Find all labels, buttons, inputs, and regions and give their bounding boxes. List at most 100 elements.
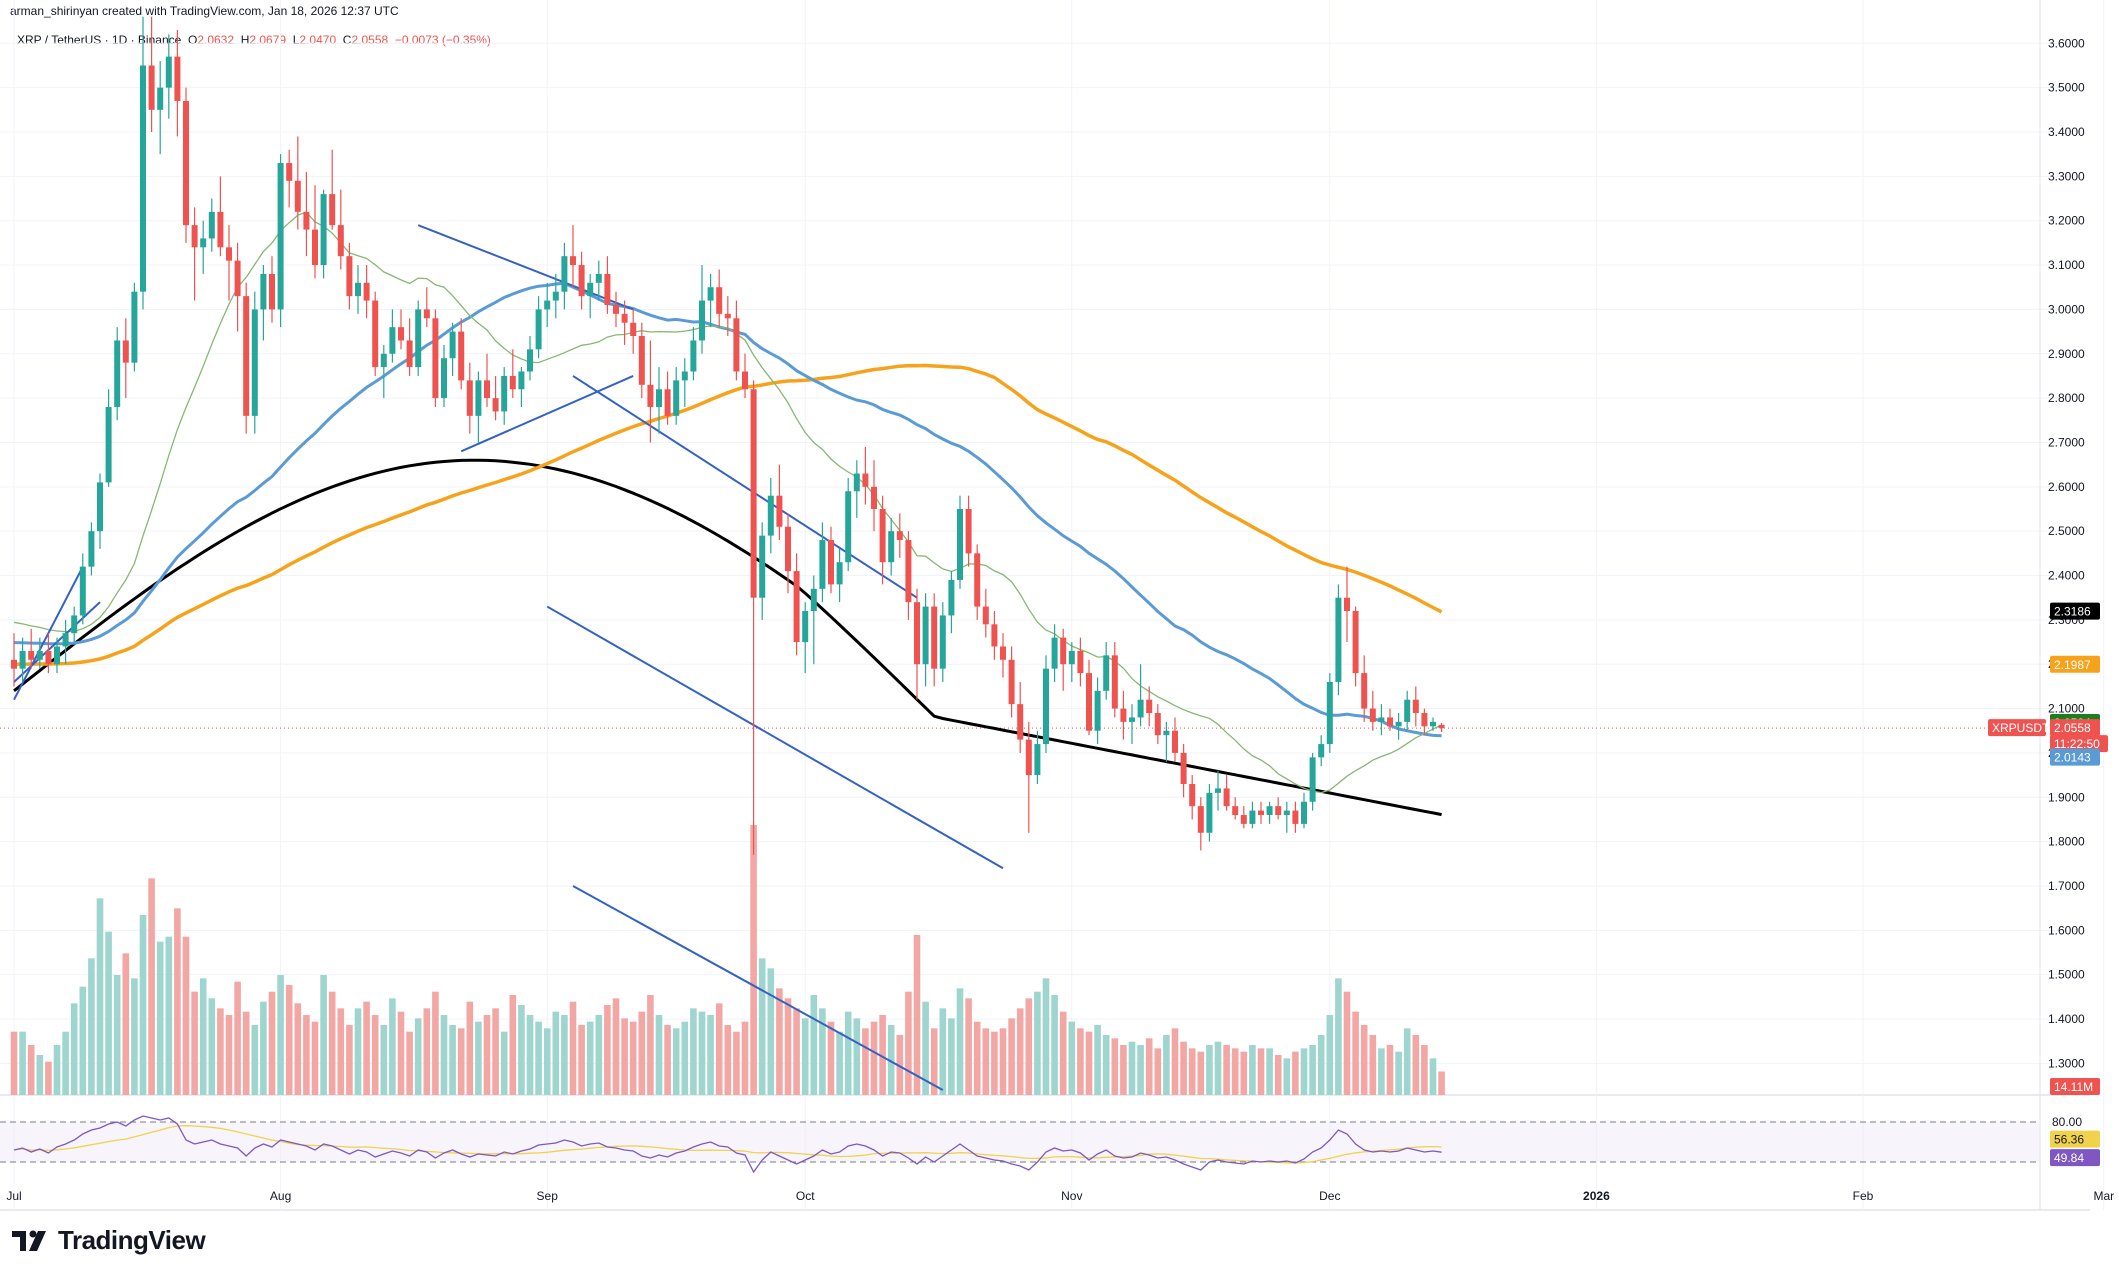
candle-body — [1361, 673, 1368, 709]
last-price-tag-bg — [2050, 719, 2100, 737]
volume-bar — [1223, 1045, 1230, 1095]
close-label: C — [342, 33, 352, 47]
candle — [664, 371, 671, 425]
candle-body — [656, 389, 662, 407]
candle-body — [862, 473, 869, 487]
candle-body — [1352, 611, 1359, 674]
candle-body — [269, 273, 275, 310]
candle-body — [991, 624, 998, 647]
candle — [948, 571, 955, 634]
y-tick-label: 3.4000 — [2048, 125, 2085, 139]
ma100-tag: 2.1987 — [2050, 655, 2100, 673]
candle — [1404, 690, 1411, 731]
open-label: O — [187, 33, 198, 47]
volume-bar — [199, 978, 207, 1095]
price-axis[interactable]: 3.6000 3.5000 3.4000 3.3000 3.2000 3.1000 3.00… — [2048, 36, 2085, 1169]
candle-body — [570, 256, 576, 266]
volume-bar — [1240, 1051, 1248, 1095]
candle — [845, 477, 852, 572]
volume-bar — [19, 1031, 26, 1095]
volume-bar — [1438, 1071, 1445, 1095]
candle-body — [982, 606, 989, 625]
tradingview-logo-icon — [12, 1230, 46, 1251]
volume-bar — [268, 991, 276, 1095]
volume-bar — [922, 1001, 929, 1095]
candle-body — [1111, 655, 1118, 709]
y-tick-label: 2.5000 — [2048, 524, 2085, 538]
volume-bar — [758, 958, 766, 1095]
volume-bar — [1421, 1045, 1428, 1095]
candle — [673, 367, 680, 425]
candle-body — [1103, 655, 1110, 691]
countdown-tag: 11:22:50 — [2050, 735, 2108, 753]
candle-body — [1180, 752, 1187, 784]
volume-bar — [819, 1008, 826, 1095]
volume-bar — [930, 1028, 938, 1095]
candle — [1111, 642, 1118, 718]
candle-body — [793, 571, 800, 643]
tradingview-brand[interactable]: TradingView — [12, 1225, 206, 1256]
candle-body — [518, 371, 525, 390]
candle-body — [888, 531, 895, 563]
volume-bar — [1206, 1045, 1213, 1095]
candle — [527, 336, 533, 381]
ma50-tag: 2.0143 — [2050, 748, 2100, 766]
volume-bar — [1008, 1018, 1015, 1095]
volume-bar — [1369, 1035, 1377, 1095]
volume-bar — [432, 991, 439, 1095]
candle-body — [234, 260, 241, 297]
candle — [165, 34, 172, 119]
volume-bar — [578, 1025, 585, 1095]
candle-body — [1000, 646, 1006, 660]
candle — [1232, 797, 1239, 820]
trend-channel-lines[interactable] — [13, 224, 1004, 1091]
volume-bar — [371, 1015, 379, 1095]
candle — [484, 353, 490, 407]
candle — [492, 375, 499, 421]
candle-body — [595, 273, 602, 283]
volume-bar — [139, 915, 147, 1095]
y-tick-label: 1.6000 — [2048, 923, 2085, 937]
volume-bar — [1283, 1058, 1291, 1095]
volume-bar — [836, 1031, 843, 1095]
candle-body — [1283, 810, 1290, 816]
volume-bar — [406, 1031, 413, 1095]
candle — [1309, 752, 1316, 811]
volume-bar — [242, 1011, 250, 1095]
volume-bar — [1309, 1045, 1316, 1095]
candlesticks[interactable] — [11, 16, 1445, 855]
candle-body — [406, 340, 413, 368]
volume-bar — [801, 1018, 809, 1095]
time-axis[interactable]: Jul Aug Sep Oct Nov Dec 2026 Feb Mar — [6, 1189, 2114, 1203]
candle-body — [957, 508, 963, 580]
candle-body — [1206, 792, 1213, 833]
volume-bar — [45, 1061, 52, 1095]
candle-body — [165, 56, 172, 88]
candle — [157, 61, 164, 155]
candle — [802, 602, 809, 674]
candle-body — [105, 406, 112, 483]
brand-name: TradingView — [58, 1225, 206, 1255]
candle-body — [1094, 690, 1101, 731]
candle — [277, 154, 284, 328]
ma200-tag-text: 2.3186 — [2054, 605, 2091, 619]
candle — [1137, 664, 1144, 727]
candle — [690, 327, 697, 381]
candle — [269, 256, 275, 323]
candle — [1034, 730, 1041, 784]
candle-body — [432, 318, 439, 399]
candle-body — [552, 291, 559, 301]
candle — [1025, 721, 1032, 833]
candle-body — [208, 211, 215, 239]
candle — [251, 291, 258, 434]
volume-bar — [1094, 1025, 1101, 1095]
volume-bar — [973, 1021, 981, 1095]
candle-body — [1008, 659, 1015, 705]
candle — [647, 340, 654, 443]
candle — [1103, 642, 1110, 700]
candle-body — [509, 375, 516, 390]
candle-body — [157, 87, 164, 110]
symbol-tag: XRPUSDT — [1988, 719, 2050, 737]
candle — [871, 460, 877, 532]
